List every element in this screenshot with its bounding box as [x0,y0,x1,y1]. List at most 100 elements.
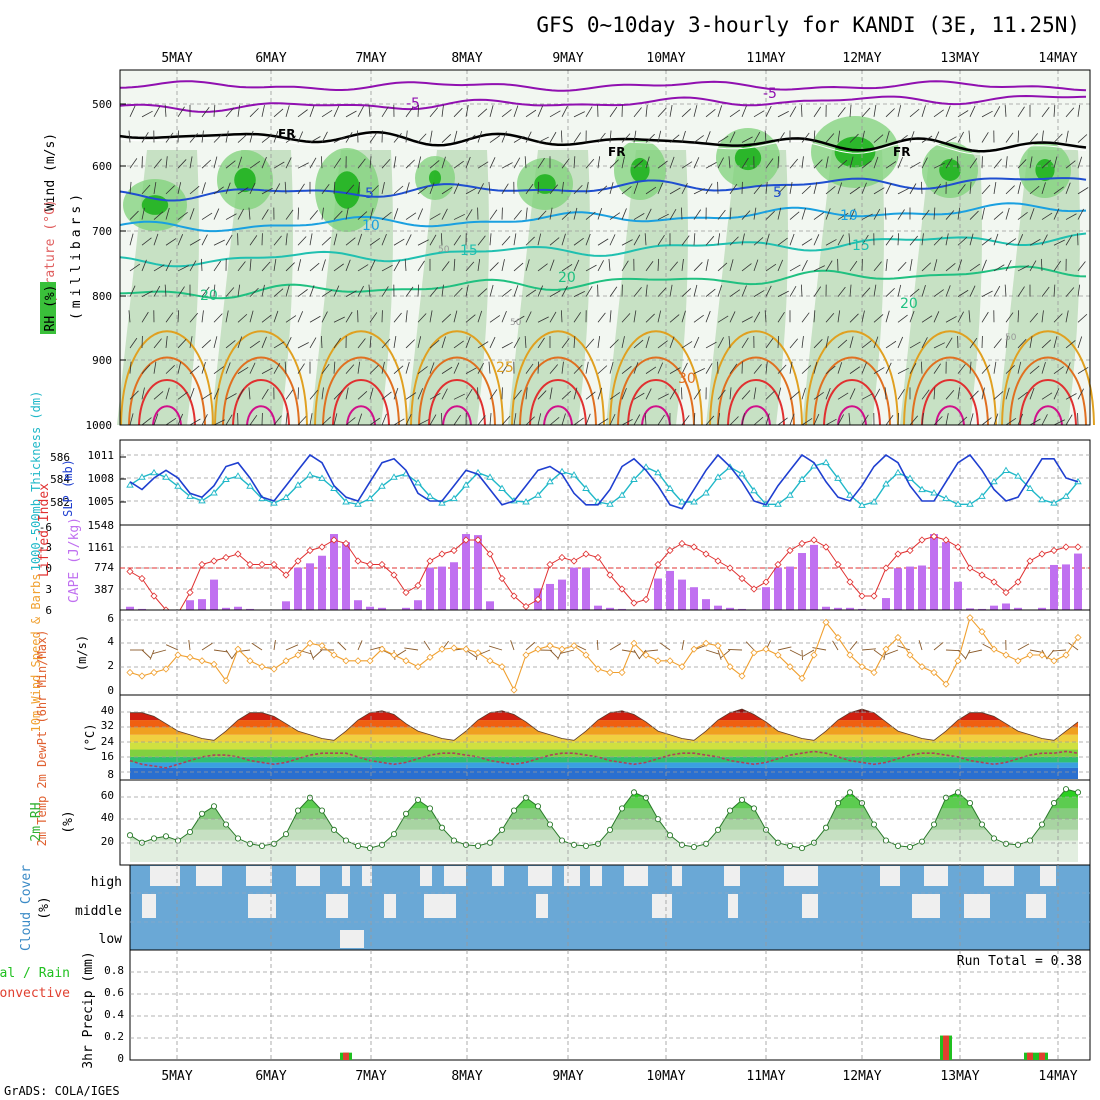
cloud-grid [130,865,1090,950]
rh-point [354,842,362,849]
cloud-gap-high [196,866,222,886]
wind-barb [129,105,136,118]
wind-barb [957,259,963,272]
wind-speed-point [498,663,506,671]
wind-barb [261,134,272,143]
rh-point [918,838,926,845]
li-point [1014,578,1022,586]
thickness-point [198,497,206,504]
wind-barb [957,207,961,220]
thickness-point [906,474,914,481]
wind-barb [813,234,820,246]
surface-wind-barb [609,643,621,651]
cape-bar [966,608,974,610]
label-fr-2: FR [608,145,625,159]
wind-barb [609,130,612,143]
wind-barb [177,106,185,118]
li-point [786,546,794,555]
wind-barb [968,130,971,143]
wind-barb [297,259,302,272]
wind-barb [525,109,537,118]
wind-barb [561,390,572,400]
label-10-1: 10 [362,218,380,234]
wind-barb [405,286,414,297]
wind-barb [813,182,818,194]
cloud-level-high: high [91,875,122,890]
wind-barb [525,311,532,323]
wind-barb [1029,185,1040,195]
wind-barb [525,259,530,272]
wind-barb [657,287,667,297]
wind-barb [369,259,376,272]
wind-barb [1053,239,1065,246]
freezing-level [119,130,1087,153]
li-point [1026,557,1034,565]
precip-ticks: 0.80.60.40.20 [104,964,124,1065]
wind-barb [1005,312,1014,323]
wind-barb [1029,418,1041,426]
wind-barb [777,311,785,323]
isotherm-25-arch [120,330,214,426]
wind-barb [537,263,548,272]
rh-point [246,840,254,847]
wind-barb [800,104,803,117]
wind-barb [153,391,164,400]
wind-barb [213,104,216,117]
surface-wind-barb [201,642,213,651]
wind-barb [813,391,824,400]
wind-barb [369,335,372,348]
wind-barb [837,362,843,374]
li-point [270,560,278,569]
cloud-panel-ylabel: Cloud Cover [19,865,34,951]
label-15-2: 15 [852,238,870,254]
wind-barb [897,261,907,272]
li-point [534,595,542,604]
rh-point [198,810,206,817]
wind-barb [513,262,524,272]
wind-barb [261,156,267,169]
wind-barb [753,110,765,118]
wind-barb [404,258,407,271]
wind-barb [213,336,218,349]
rh-blob-core [630,157,650,183]
surface-wind-barb [423,640,431,651]
precip-tick-label: 0.6 [104,986,124,999]
wind-barb [921,157,928,169]
thickness-point [882,480,890,487]
thickness-point [222,475,230,482]
wind-barb [789,211,800,220]
wind-barb [1053,366,1064,374]
wind-speed-point [330,651,338,659]
wind-barb [969,361,972,374]
wind-barb [921,233,924,246]
wind-barb [969,181,972,194]
precip-tick-label: 0.4 [104,1008,124,1021]
wind-barb [405,106,414,118]
wind-barb [729,387,732,400]
date-label-top: 12MAY [842,51,881,66]
wind-barb [789,286,797,297]
li-point [198,560,206,569]
label-15-1: 15 [460,243,478,259]
surface-wind-barb [1029,649,1044,654]
wind-barb [153,338,162,349]
rh-tick-label: 60 [101,789,114,802]
li-point [906,546,914,555]
isotherm-30-arch [222,356,300,426]
thickness-ylabel: 1000-500mb Thickness (dm) [29,391,43,572]
slp-tick-label: 1008 [88,472,115,485]
wind-barb [524,156,527,169]
temp-band [130,762,1078,768]
cloud-panel-unit: (%) [37,896,52,919]
wind-barb [537,157,545,169]
thickness-point [846,491,854,498]
wind-barb [405,159,415,169]
cape-bar [786,566,794,610]
wind-barb [489,209,498,220]
wind-speed-point [1074,633,1082,642]
wind-barb [153,158,162,169]
wind-barb [993,264,1005,272]
wind-barb [249,258,252,271]
wind-barb [177,338,187,349]
